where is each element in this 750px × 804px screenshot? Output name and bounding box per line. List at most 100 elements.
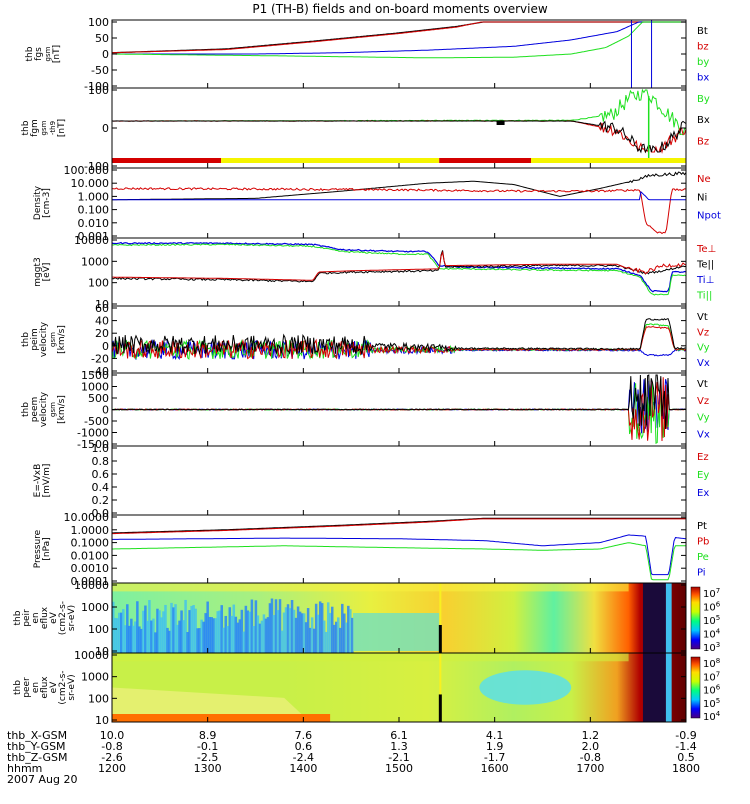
peir-ion-stripe (292, 609, 296, 653)
panel-peem-ylabel-line: velocity (39, 391, 49, 427)
peir-ion-stripe (337, 617, 340, 653)
panel-pressure-traces (112, 517, 686, 581)
peir-ion-stripe (126, 604, 129, 653)
x-axis-value: -1.4 (675, 740, 696, 753)
panel-peir-ytick-label: 1000 (81, 601, 109, 614)
panel-efield-ytick-label: 0.0 (92, 507, 110, 520)
trace-ti-par (112, 243, 686, 296)
peir-spectrogram-band (112, 583, 629, 592)
panel-pressure-ylabel: Pressure [nPa] (33, 529, 52, 568)
panel-peim-ytick-label: -20 (91, 352, 109, 365)
panel-peer-traces (112, 653, 686, 722)
panel-peim-traces (112, 317, 686, 361)
peir-ion-stripe (306, 608, 310, 653)
panel-fgm-traces (112, 88, 686, 163)
panel-fgm-ylabel-line: gsm (40, 120, 48, 135)
x-axis-value: -0.9 (675, 729, 696, 742)
panel-fgm-ytick-label: 0 (102, 122, 109, 135)
x-axis-row-label: thb_X-GSM (7, 729, 67, 742)
panel-density-ytick-label: 0.010 (78, 217, 110, 230)
peir-ion-stripe (286, 604, 290, 653)
peir-ion-stripe (172, 607, 175, 653)
panel-temp-ylabel: mggt3 [eV] (33, 257, 52, 286)
panel-fgs-ylabel-line: fgs (34, 47, 44, 61)
x-axis-value: 4.1 (486, 729, 504, 742)
peir-ion-stripe (230, 615, 234, 653)
panel-peer-ylabel-line: thb (13, 680, 23, 695)
panel-peem-ylabel-line: [km/s] (57, 395, 67, 424)
panel-peir-ytick-label: 10000 (74, 579, 109, 592)
panel-peem-legend-1: Vz (697, 396, 709, 407)
peir-ion-stripe (312, 628, 316, 653)
panel-peir-colorbar-label: 106 (703, 601, 721, 614)
panel-peim-ylabel-line: velocity (39, 321, 49, 357)
panel-fgs-legend-1: bz (697, 42, 709, 53)
peir-ion-stripe (300, 613, 304, 653)
peir-ion-stripe (186, 632, 189, 653)
panel-peir-ylabel-line: sr-eV) (67, 605, 77, 631)
panel-pressure-ytick-label: 0.0010 (71, 562, 110, 575)
panel-peer-colorbar-label: 106 (703, 684, 721, 697)
panel-peir-colorbar-label: 103 (703, 641, 720, 654)
panel-density-legend-2: Npot (697, 211, 721, 222)
panel-peim-ylabel-line: [km/s] (57, 325, 67, 354)
x-axis-value: 0.5 (677, 751, 695, 764)
panel-density-ytick-label: 10.000 (71, 177, 110, 190)
panel-temp-ytick-label: 10000 (74, 234, 109, 247)
panel-efield-legend-0: Ez (697, 452, 709, 463)
panel-density-ylabel: Density [cm-3] (33, 185, 52, 220)
panel-temp: 10000 1000 100 10 mggt3 [eV] Te⊥ Te|| Ti⊥ Ti|| (33, 234, 716, 311)
peir-ion-stripe (250, 599, 254, 653)
panel-peir-colorbar-label: 104 (703, 628, 721, 641)
trace-vt (112, 374, 686, 430)
x-axis-value: -1.7 (484, 751, 505, 764)
peir-ion-stripe (345, 622, 348, 653)
peir-ion-stripe (238, 619, 242, 653)
peir-ion-stripe (222, 627, 226, 653)
panel-peim-ylabel-line: peim (30, 328, 40, 351)
peir-ion-stripe (204, 613, 207, 653)
panel-peir-colorbar (690, 586, 701, 650)
panel-fgs-ylabel: thb fgs gsm [nT] (25, 45, 62, 63)
peir-ion-stripe (262, 614, 266, 653)
panel-pressure-legend-3: Pi (697, 568, 706, 579)
panel-fgm-ytick-label: 100 (88, 84, 109, 97)
peir-ion-stripe (256, 615, 260, 653)
panel-pressure-ytick-label: 1.0000 (71, 524, 110, 537)
peir-ion-stripe (194, 608, 197, 653)
panel-fgs-ytick-label: 100 (88, 16, 109, 29)
peir-ion-stripe (320, 603, 324, 653)
panel-peer-colorbar-label: 104 (703, 710, 721, 723)
panel-peim-legend-0: Vt (697, 312, 708, 323)
peir-ion-stripe (290, 599, 294, 653)
panel-fgs-traces (112, 20, 686, 88)
panel-peir-ytick-label: 100 (88, 623, 109, 636)
x-axis-value: -2.5 (197, 751, 218, 764)
peir-ion-stripe (270, 598, 274, 653)
peir-ion-stripe (258, 623, 262, 653)
peir-ion-stripe (134, 621, 137, 653)
peir-ion-stripe (118, 612, 121, 653)
panel-efield: 1.00.80.60.40.20.0 E=-VxB [mV/m] Ez Ey Ex (33, 442, 709, 520)
panel-peir-ytick-label: 10 (95, 645, 109, 658)
x-axis-value: 1300 (194, 762, 222, 775)
panel-peer-ylabel-line: en (31, 682, 41, 693)
peir-ion-stripe (146, 620, 149, 653)
peir-ion-stripe (224, 615, 228, 653)
panel-peem-ytick-label: 500 (88, 392, 109, 405)
peir-ion-stripe (114, 617, 117, 653)
x-axis-value: -0.1 (197, 740, 218, 753)
trace-bt (112, 21, 686, 54)
panel-fgs: 100 50 0 -50 -100 thb fgs gsm [nT] Bt bz by bx (25, 16, 709, 93)
peir-ion-stripe (328, 612, 332, 653)
peir-ion-stripe (160, 617, 163, 653)
peir-ion-stripe (347, 605, 350, 653)
peir-ion-stripe (216, 611, 219, 653)
peir-ion-stripe (318, 601, 322, 653)
x-axis-value: -2.6 (101, 751, 122, 764)
panel-peir-colorbar-label: 107 (703, 587, 720, 600)
panel-peir: 10000 1000 100 10 thb peir en eflux eV (cm2-s-sr-… (13, 579, 721, 658)
